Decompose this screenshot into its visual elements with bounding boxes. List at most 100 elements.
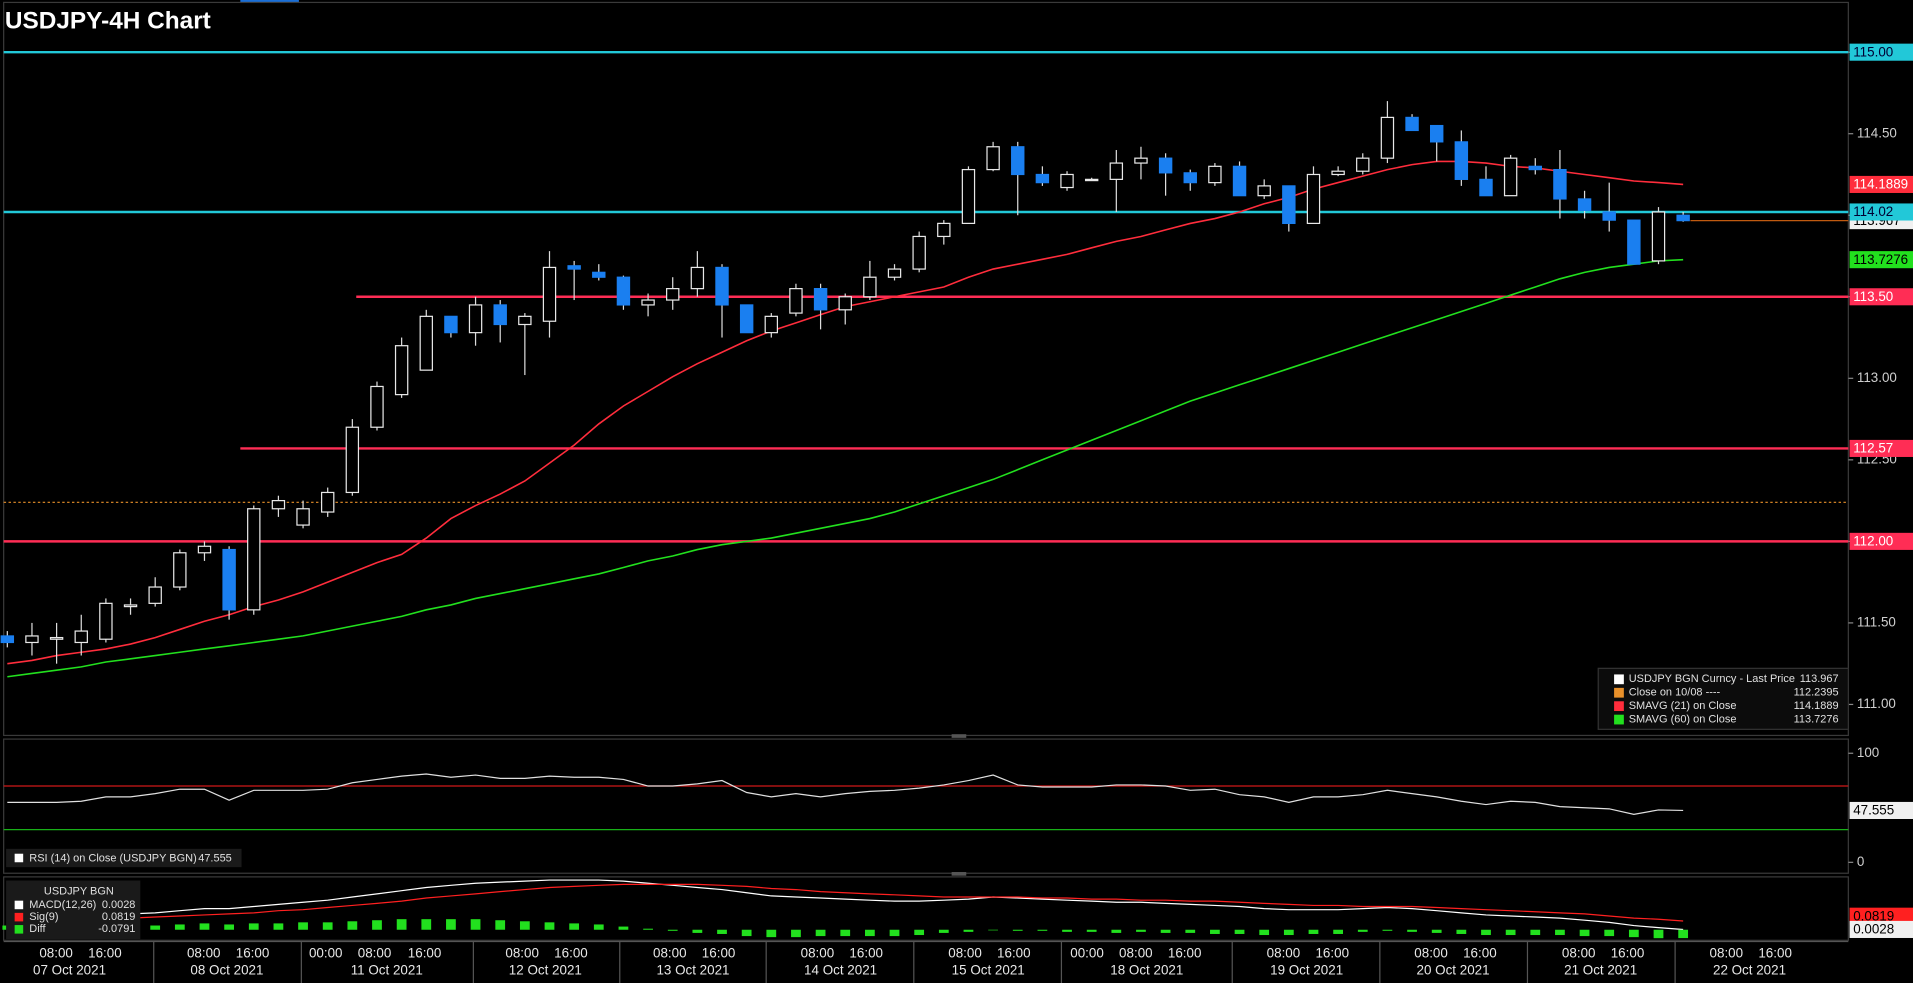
candle-body [641,299,655,306]
diff-bar [741,929,752,937]
diff-bar [322,922,333,930]
candle-body [419,315,433,371]
signal-badge-bg [1849,907,1913,925]
legend-swatch [14,853,24,863]
diff-bar [199,923,210,930]
candle-body [1577,198,1592,211]
legend-value: 113.7276 [1794,713,1839,725]
level-badge: 112.00 [1853,534,1893,549]
diff-bar [248,923,259,930]
diff-bar [1012,929,1023,931]
legend-label: Close on 10/08 ---- [1629,687,1721,699]
diff-bar [1456,929,1467,934]
legend-box [1597,667,1849,730]
y-tick-label: 111.50 [1857,614,1896,629]
diff-bar [840,929,851,937]
candle-body [567,265,581,270]
candle-body [1503,157,1518,197]
candle-body [1627,219,1641,265]
diff-bar [1160,929,1171,933]
legend-label: RSI (14) on Close (USDJPY BGN) [29,852,196,864]
candle-body [887,268,902,278]
time-label: 08:00 [1119,945,1153,960]
diff-bar [1185,929,1196,933]
candle-body [1282,185,1296,225]
candle-body [912,235,926,270]
candle-body [1528,165,1542,171]
candle-body [370,385,384,428]
level-badge-bg [1849,439,1913,457]
diff-bar [618,926,629,930]
candle-body [444,315,458,334]
time-label: 08:00 [1267,945,1301,960]
candle-body [1084,178,1099,182]
diff-bar [1407,929,1417,932]
diff-bar [914,929,925,936]
macd-line [7,879,1684,931]
diff-bar [519,921,530,930]
candle-body [690,266,705,290]
level-badge-bg [1849,288,1913,306]
date-label: 11 Oct 2021 [351,962,423,977]
diff-bar [1431,929,1442,933]
diff-bar [1333,929,1344,934]
macd-badge-bg [1849,920,1913,938]
legend-value: 0.0028 [102,899,136,911]
candle-body [1232,165,1247,197]
y-tick-label: 114.50 [1857,125,1897,140]
rsi-badge-bg [1849,801,1913,819]
diff-bar [593,924,604,930]
candle-body [493,304,507,326]
legend-label: Sig(9) [29,911,58,923]
legend-value: 47.555 [198,852,232,864]
y-tick-label: 100 [1857,745,1879,760]
time-label: 16:00 [702,945,736,960]
candle-body [1676,214,1690,222]
y-tick-label: 113.00 [1857,370,1897,385]
candle-body [1011,146,1025,176]
candle-body [271,499,286,510]
ma-badge-bg [1849,251,1913,269]
diff-bar [1530,929,1541,936]
candle-body [1380,116,1395,159]
diff-bar [1555,929,1565,936]
diff-bar [150,925,161,930]
candle-body [518,315,532,326]
time-label: 00:00 [1070,945,1104,960]
y-tick-label: 0 [1857,854,1864,869]
legend-value: -0.0791 [98,923,135,935]
rsi-panel-frame [3,738,1849,874]
candle-body [1035,173,1050,184]
diff-bar [815,929,826,937]
time-label: 08:00 [1414,945,1448,960]
diff-bar [1653,929,1664,939]
legend-swatch [14,900,24,910]
diff-bar [667,929,678,931]
legend-swatch [1614,687,1624,698]
diff-bar [446,919,456,930]
diff-bar [396,919,407,930]
time-label: 08:00 [948,945,982,960]
diff-bar [347,921,358,930]
diff-bar [273,923,284,930]
candle-body [1134,157,1148,164]
diff-bar [174,924,185,930]
rsi-badge: 47.555 [1853,803,1894,818]
panel-handle [951,734,967,738]
level-badge: 114.02 [1853,204,1893,219]
legend-value: 112.2395 [1794,687,1839,699]
time-label: 08:00 [358,945,392,960]
date-label: 21 Oct 2021 [1564,962,1637,977]
diff-bar [938,929,949,933]
diff-bar [421,919,432,930]
ma-badge: 113.7276 [1853,252,1908,267]
candle-body [222,548,236,611]
time-label: 16:00 [1758,945,1792,960]
diff-bar [1604,929,1615,937]
legend-value: 114.1889 [1794,700,1839,712]
candle-body [542,266,557,322]
time-label: 16:00 [1315,945,1349,960]
diff-bar [864,929,875,937]
candle-body [961,168,976,225]
